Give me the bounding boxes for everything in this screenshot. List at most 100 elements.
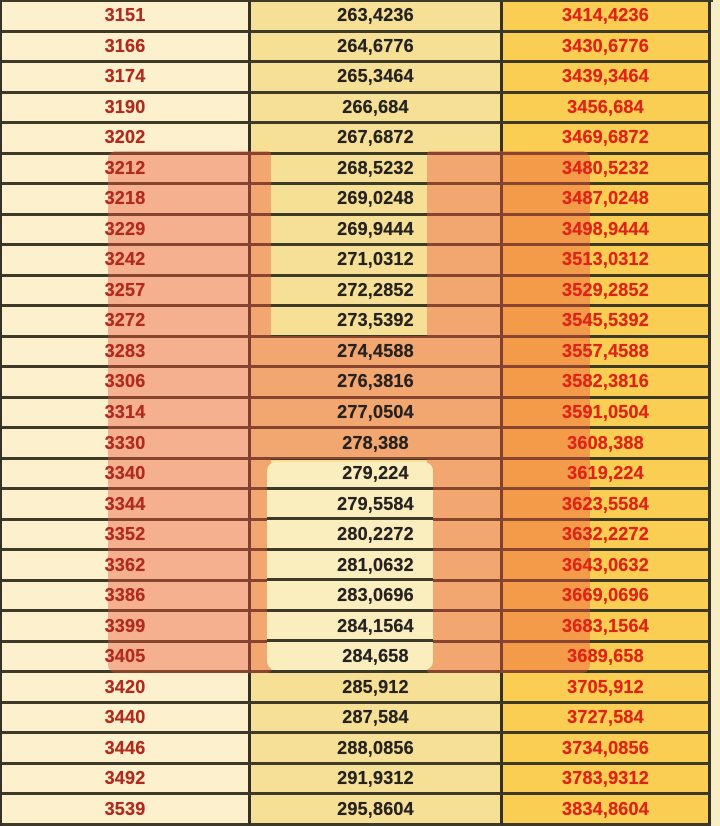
cell-value: 265,3464 — [337, 66, 414, 87]
table-cell: 281,0632 — [251, 551, 503, 582]
table-cell: 3414,4236 — [503, 2, 711, 33]
cell-value: 269,0248 — [337, 188, 414, 209]
table-cell: 3513,0312 — [503, 246, 711, 277]
table-cell: 3608,388 — [503, 429, 711, 460]
cell-value: 3190 — [104, 96, 146, 117]
table-cell: 277,0504 — [251, 398, 503, 430]
cell-value: 271,0312 — [337, 249, 414, 270]
cell-value: 263,4236 — [337, 5, 414, 26]
cell-value: 272,2852 — [337, 279, 414, 300]
cell-value: 269,9444 — [337, 218, 414, 239]
cell-value: 3643,0632 — [562, 554, 649, 575]
cell-value: 3783,9312 — [562, 768, 649, 789]
table-cell: 291,9312 — [251, 764, 503, 796]
cell-value: 3414,4236 — [562, 5, 649, 26]
cell-value: 266,684 — [342, 96, 409, 117]
table-cell: 3386 — [2, 581, 251, 613]
table-cell: 284,658 — [251, 642, 503, 674]
table-cell: 266,684 — [251, 93, 503, 125]
table-cell: 3632,2272 — [503, 520, 711, 552]
table-cell: 285,912 — [251, 673, 503, 704]
cell-value: 3623,5584 — [562, 493, 649, 514]
table-cell: 267,6872 — [251, 124, 503, 155]
cell-value: 3430,6776 — [562, 35, 649, 56]
cell-value: 3242 — [104, 249, 146, 270]
cell-value: 3582,3816 — [562, 371, 649, 392]
table-cell: 3344 — [2, 490, 251, 521]
table-cell: 3469,6872 — [503, 124, 711, 155]
cell-value: 3705,912 — [567, 676, 644, 697]
table-cell: 3257 — [2, 276, 251, 308]
cell-value: 291,9312 — [337, 768, 414, 789]
table-cell: 3430,6776 — [503, 32, 711, 64]
table-cell: 3340 — [2, 459, 251, 491]
table-cell: 3669,0696 — [503, 581, 711, 613]
table-cell: 295,8604 — [251, 795, 503, 826]
table-cell: 3306 — [2, 368, 251, 399]
cell-value: 3405 — [104, 646, 146, 667]
cell-value: 279,224 — [342, 463, 409, 484]
table-cell: 269,9444 — [251, 215, 503, 247]
cell-value: 264,6776 — [337, 35, 414, 56]
table-cell: 3619,224 — [503, 459, 711, 491]
cell-value: 3314 — [104, 401, 146, 422]
table-cell: 3229 — [2, 215, 251, 247]
table-cell: 3420 — [2, 673, 251, 704]
table-cell: 265,3464 — [251, 63, 503, 94]
cell-value: 278,388 — [342, 432, 409, 453]
cell-value: 3834,8604 — [562, 798, 649, 819]
cell-value: 267,6872 — [337, 127, 414, 148]
table-cell: 278,388 — [251, 429, 503, 460]
table-cell: 3405 — [2, 642, 251, 674]
table-cell: 3362 — [2, 551, 251, 582]
table-cell: 274,4588 — [251, 337, 503, 369]
cell-value: 3498,9444 — [562, 218, 649, 239]
cell-value: 281,0632 — [337, 554, 414, 575]
cell-value: 3420 — [104, 676, 146, 697]
cell-value: 3689,658 — [567, 646, 644, 667]
table-cell: 3272 — [2, 307, 251, 338]
cell-value: 284,1564 — [337, 615, 414, 636]
cell-value: 3229 — [104, 218, 146, 239]
cell-value: 287,584 — [342, 707, 409, 728]
cell-value: 3306 — [104, 371, 146, 392]
cell-value: 3545,5392 — [562, 310, 649, 331]
table-cell: 3557,4588 — [503, 337, 711, 369]
cell-value: 3469,6872 — [562, 127, 649, 148]
cell-value: 3399 — [104, 615, 146, 636]
table-cell: 3283 — [2, 337, 251, 369]
cell-value: 288,0856 — [337, 737, 414, 758]
table-cell: 283,0696 — [251, 581, 503, 613]
cell-value: 3539 — [104, 798, 146, 819]
cell-value: 268,5232 — [337, 157, 414, 178]
table-cell: 3439,3464 — [503, 63, 711, 94]
cell-value: 284,658 — [342, 646, 409, 667]
table-cell: 268,5232 — [251, 154, 503, 186]
table-cell: 3174 — [2, 63, 251, 94]
table-cell: 3190 — [2, 93, 251, 125]
table-cell: 3591,0504 — [503, 398, 711, 430]
table-cell: 3689,658 — [503, 642, 711, 674]
cell-value: 3174 — [104, 66, 146, 87]
cell-value: 3669,0696 — [562, 585, 649, 606]
table-cell: 3498,9444 — [503, 215, 711, 247]
cell-value: 3492 — [104, 768, 146, 789]
table-cell: 3330 — [2, 429, 251, 460]
table-cell: 3582,3816 — [503, 368, 711, 399]
cell-value: 3439,3464 — [562, 66, 649, 87]
cell-value: 3386 — [104, 585, 146, 606]
cell-value: 3272 — [104, 310, 146, 331]
table-cell: 3151 — [2, 2, 251, 33]
table-cell: 3212 — [2, 154, 251, 186]
table-cell: 3545,5392 — [503, 307, 711, 338]
cell-value: 3487,0248 — [562, 188, 649, 209]
cell-value: 276,3816 — [337, 371, 414, 392]
cell-value: 273,5392 — [337, 310, 414, 331]
cell-value: 274,4588 — [337, 340, 414, 361]
table-cell: 3834,8604 — [503, 795, 711, 826]
table-cell: 3218 — [2, 185, 251, 216]
cell-value: 3166 — [104, 35, 146, 56]
table-cell: 280,2272 — [251, 520, 503, 552]
table-cell: 3734,0856 — [503, 734, 711, 765]
